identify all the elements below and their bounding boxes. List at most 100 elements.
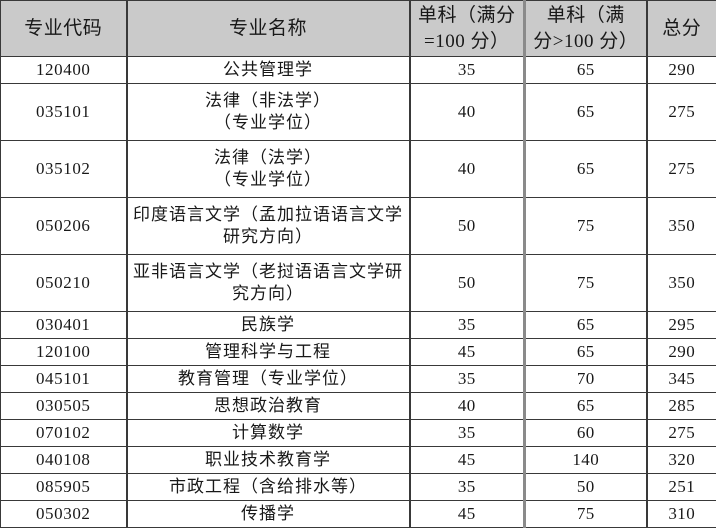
column-header-single-subject-over-100: 单科（满 分>100 分） [525, 1, 647, 57]
cell-single-subject-over-100: 75 [525, 501, 647, 528]
cell-major-name-line1: 思想政治教育 [130, 395, 407, 417]
cell-single-subject-100: 35 [410, 420, 525, 447]
cell-major-name-line1: 公共管理学 [130, 59, 407, 81]
column-header-major-name-label: 专业名称 [130, 16, 407, 41]
cell-total-score: 275 [647, 420, 716, 447]
column-header-single-subject-100-line1: 单科（满分 [413, 3, 522, 28]
cell-single-subject-100: 40 [410, 141, 525, 198]
cell-major-code: 035101 [1, 84, 127, 141]
column-header-total-score-label: 总分 [650, 16, 715, 41]
cell-major-name-line1: 市政工程（含给排水等） [130, 476, 407, 498]
cell-single-subject-over-100: 50 [525, 474, 647, 501]
cell-major-name-line1: 管理科学与工程 [130, 341, 407, 363]
cell-single-subject-100: 40 [410, 393, 525, 420]
cell-major-name: 教育管理（专业学位） [127, 366, 410, 393]
cell-single-subject-100: 40 [410, 84, 525, 141]
cell-total-score: 290 [647, 339, 716, 366]
cell-major-name: 民族学 [127, 312, 410, 339]
table-header: 专业代码 专业名称 单科（满分 =100 分） 单科（满 分>100 分） 总分 [1, 1, 716, 57]
cell-single-subject-over-100: 65 [525, 339, 647, 366]
cell-single-subject-100: 35 [410, 474, 525, 501]
cell-total-score: 285 [647, 393, 716, 420]
cell-major-name-line1: 亚非语言文学（老挝语语言文学研 [130, 261, 407, 283]
cell-major-name: 市政工程（含给排水等） [127, 474, 410, 501]
cell-total-score: 290 [647, 57, 716, 84]
cell-total-score: 320 [647, 447, 716, 474]
cell-major-name-line2: （专业学位） [130, 112, 407, 134]
column-header-single-subject-over-100-line1: 单科（满 [528, 3, 644, 28]
cell-major-name: 职业技术教育学 [127, 447, 410, 474]
cell-major-name: 亚非语言文学（老挝语语言文学研究方向） [127, 255, 410, 312]
cell-major-code: 045101 [1, 366, 127, 393]
header-row: 专业代码 专业名称 单科（满分 =100 分） 单科（满 分>100 分） 总分 [1, 1, 716, 57]
cell-single-subject-over-100: 140 [525, 447, 647, 474]
column-header-total-score: 总分 [647, 1, 716, 57]
cell-major-name: 思想政治教育 [127, 393, 410, 420]
cell-single-subject-over-100: 70 [525, 366, 647, 393]
cell-major-name: 印度语言文学（孟加拉语语言文学研究方向） [127, 198, 410, 255]
cell-major-code: 070102 [1, 420, 127, 447]
cell-major-name-line2: （专业学位） [130, 169, 407, 191]
column-header-major-name: 专业名称 [127, 1, 410, 57]
cell-single-subject-over-100: 65 [525, 57, 647, 84]
cell-major-name: 公共管理学 [127, 57, 410, 84]
cell-major-name-line1: 法律（非法学） [130, 90, 407, 112]
cell-single-subject-over-100: 65 [525, 393, 647, 420]
cell-major-code: 050206 [1, 198, 127, 255]
cell-major-code: 120400 [1, 57, 127, 84]
cell-major-name-line2: 究方向） [130, 283, 407, 305]
cell-single-subject-100: 35 [410, 366, 525, 393]
cell-major-code: 030401 [1, 312, 127, 339]
cell-total-score: 350 [647, 255, 716, 312]
cell-major-name: 法律（非法学）（专业学位） [127, 84, 410, 141]
cell-single-subject-over-100: 75 [525, 255, 647, 312]
cell-major-name: 法律（法学）（专业学位） [127, 141, 410, 198]
cell-single-subject-100: 45 [410, 447, 525, 474]
column-header-major-code: 专业代码 [1, 1, 127, 57]
cell-single-subject-over-100: 65 [525, 141, 647, 198]
cell-total-score: 345 [647, 366, 716, 393]
cell-single-subject-100: 50 [410, 198, 525, 255]
cell-total-score: 251 [647, 474, 716, 501]
cell-single-subject-over-100: 65 [525, 312, 647, 339]
cell-major-code: 040108 [1, 447, 127, 474]
cell-total-score: 295 [647, 312, 716, 339]
cell-single-subject-over-100: 60 [525, 420, 647, 447]
cell-total-score: 350 [647, 198, 716, 255]
cell-single-subject-100: 35 [410, 57, 525, 84]
cell-single-subject-100: 45 [410, 339, 525, 366]
cell-major-code: 050210 [1, 255, 127, 312]
cell-major-code: 085905 [1, 474, 127, 501]
cell-major-name: 计算数学 [127, 420, 410, 447]
cell-major-name-line2: 研究方向） [130, 226, 407, 248]
column-header-single-subject-over-100-line2: 分>100 分） [528, 29, 644, 54]
cell-total-score: 275 [647, 141, 716, 198]
cell-total-score: 275 [647, 84, 716, 141]
cell-major-name: 传播学 [127, 501, 410, 528]
column-header-major-code-label: 专业代码 [3, 16, 124, 41]
cell-single-subject-100: 35 [410, 312, 525, 339]
cell-major-name-line1: 职业技术教育学 [130, 449, 407, 471]
cell-major-code: 035102 [1, 141, 127, 198]
cell-single-subject-100: 45 [410, 501, 525, 528]
cell-major-name-line1: 印度语言文学（孟加拉语语言文学 [130, 204, 407, 226]
cell-total-score: 310 [647, 501, 716, 528]
cell-single-subject-100: 50 [410, 255, 525, 312]
column-header-single-subject-100: 单科（满分 =100 分） [410, 1, 525, 57]
cell-single-subject-over-100: 65 [525, 84, 647, 141]
cell-major-name-line1: 民族学 [130, 314, 407, 336]
